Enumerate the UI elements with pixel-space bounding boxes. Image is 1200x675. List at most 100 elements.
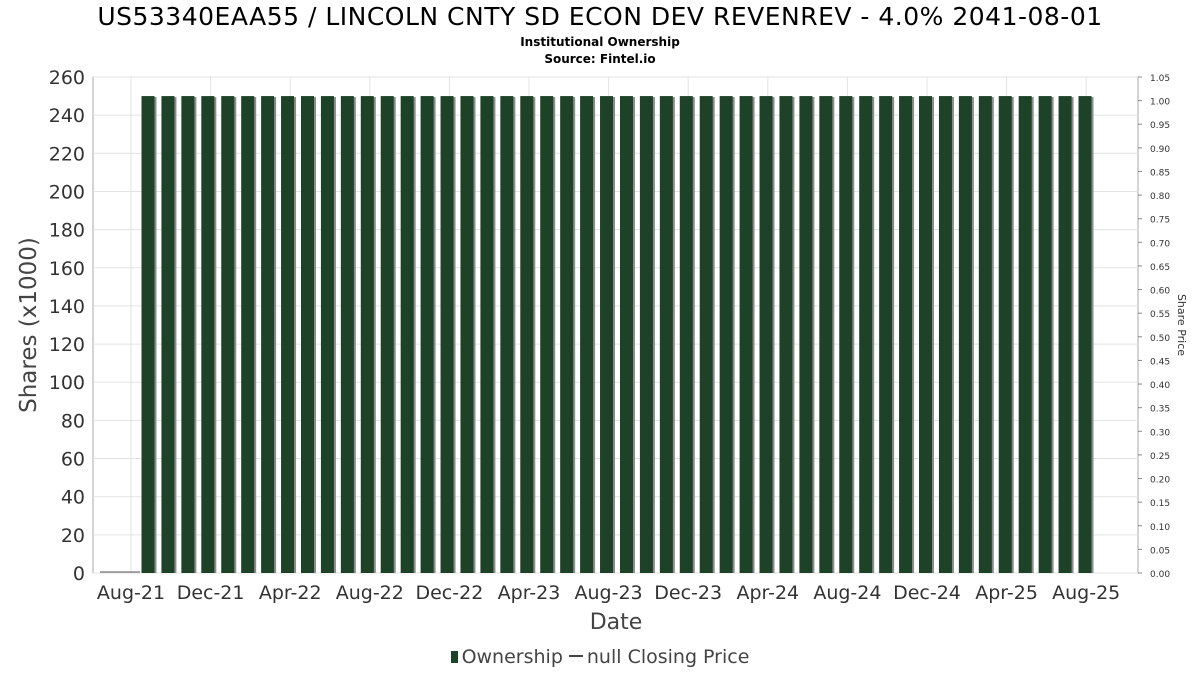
legend-ownership-label: Ownership xyxy=(461,646,563,668)
ownership-bar xyxy=(1018,96,1032,574)
ownership-bar xyxy=(480,96,494,574)
x-tick-label: Dec-24 xyxy=(893,582,961,604)
ownership-bar xyxy=(799,96,813,574)
y-tick-label: 240 xyxy=(49,105,85,127)
ownership-bar xyxy=(340,96,354,574)
y2-tick-label: 0.50 xyxy=(1150,334,1170,344)
ownership-bar xyxy=(899,96,913,574)
ownership-bar xyxy=(580,96,594,574)
x-tick-label: Dec-23 xyxy=(654,582,722,604)
ownership-bar xyxy=(879,96,893,574)
x-tick-label: Aug-21 xyxy=(97,582,165,604)
x-tick-label: Apr-24 xyxy=(736,582,799,604)
ownership-bar xyxy=(320,96,334,574)
ownership-bar xyxy=(759,96,773,574)
ownership-bar xyxy=(261,96,275,574)
ownership-bar xyxy=(281,96,295,574)
y-tick-label: 140 xyxy=(49,296,85,318)
ownership-bar xyxy=(819,96,833,574)
y2-tick-label: 1.00 xyxy=(1150,98,1170,108)
ownership-bar xyxy=(540,96,554,574)
y-axis-title: Shares (x1000) xyxy=(16,237,42,413)
ownership-bar xyxy=(679,96,693,574)
ownership-bar xyxy=(1078,96,1092,574)
y2-tick-label: 0.30 xyxy=(1150,428,1170,438)
legend-closing-price-label: null Closing Price xyxy=(586,646,750,668)
y-tick-label: 80 xyxy=(61,410,85,432)
y-tick-label: 100 xyxy=(49,372,85,394)
x-tick-label: Dec-22 xyxy=(415,582,483,604)
chart-subtitle: Institutional Ownership xyxy=(520,35,680,49)
chart-title: US53340EAA55 / LINCOLN CNTY SD ECON DEV … xyxy=(97,2,1103,31)
ownership-bar xyxy=(1038,96,1052,574)
x-tick-label: Apr-25 xyxy=(975,582,1038,604)
x-tick-label: Apr-22 xyxy=(259,582,322,604)
x-tick-label: Aug-23 xyxy=(575,582,643,604)
ownership-bar xyxy=(719,96,733,574)
y2-tick-label: 0.35 xyxy=(1150,405,1170,415)
y2-tick-label: 0.40 xyxy=(1150,381,1170,391)
ownership-bar xyxy=(360,96,374,574)
ownership-legend-swatch xyxy=(450,651,458,663)
ownership-bar xyxy=(560,96,574,574)
closing-price-legend-swatch xyxy=(568,655,583,657)
ownership-bar xyxy=(201,96,215,574)
y2-tick-label: 0.25 xyxy=(1150,452,1170,462)
y2-tick-label: 0.75 xyxy=(1150,216,1170,226)
x-tick-label: Aug-24 xyxy=(813,582,881,604)
ownership-bar xyxy=(859,96,873,574)
y-tick-label: 220 xyxy=(49,143,85,165)
y-tick-label: 20 xyxy=(61,525,85,547)
chart-legend: Ownership null Closing Price xyxy=(0,646,1200,668)
ownership-bar xyxy=(998,96,1012,574)
ownership-bar xyxy=(978,96,992,574)
ownership-bar xyxy=(958,96,972,574)
y2-axis-title: Share Price xyxy=(1175,294,1188,356)
ownership-bar xyxy=(420,96,434,574)
y2-tick-label: 0.65 xyxy=(1150,263,1170,273)
ownership-bar xyxy=(739,96,753,574)
y2-tick-label: 0.05 xyxy=(1150,546,1170,556)
ownership-bar xyxy=(181,96,195,574)
x-tick-label: Dec-21 xyxy=(177,582,245,604)
ownership-bar xyxy=(460,96,474,574)
ownership-bar xyxy=(500,96,514,574)
ownership-bar xyxy=(400,96,414,574)
ownership-bar xyxy=(221,96,235,574)
ownership-bar xyxy=(938,96,952,574)
y2-tick-label: 0.45 xyxy=(1150,357,1170,367)
y2-tick-label: 0.80 xyxy=(1150,192,1170,202)
y2-tick-label: 0.20 xyxy=(1150,476,1170,486)
ownership-bar xyxy=(300,96,314,574)
ownership-bar xyxy=(141,96,155,574)
y2-tick-label: 0.15 xyxy=(1150,499,1170,509)
y2-tick-label: 0.90 xyxy=(1150,145,1170,155)
ownership-bar xyxy=(440,96,454,574)
chart-source: Source: Fintel.io xyxy=(544,52,656,66)
ownership-bar xyxy=(699,96,713,574)
y-tick-label: 160 xyxy=(49,258,85,280)
ownership-bar xyxy=(600,96,614,574)
ownership-bar xyxy=(241,96,255,574)
x-tick-label: Aug-22 xyxy=(336,582,404,604)
y-tick-label: 120 xyxy=(49,334,85,356)
y2-tick-label: 0.70 xyxy=(1150,239,1170,249)
ownership-bar xyxy=(659,96,673,574)
y2-tick-label: 0.85 xyxy=(1150,168,1170,178)
x-tick-label: Aug-25 xyxy=(1052,582,1120,604)
ownership-bar xyxy=(380,96,394,574)
y-tick-label: 200 xyxy=(49,181,85,203)
ownership-bar xyxy=(520,96,534,574)
y2-tick-label: 0.95 xyxy=(1150,121,1170,131)
ownership-bar xyxy=(161,96,175,574)
y2-tick-label: 0.55 xyxy=(1150,310,1170,320)
y2-tick-label: 1.05 xyxy=(1150,74,1170,84)
x-axis-title: Date xyxy=(590,610,643,635)
ownership-bar xyxy=(1058,96,1072,574)
ownership-bar xyxy=(919,96,933,574)
y-tick-label: 40 xyxy=(61,487,85,509)
y-tick-label: 180 xyxy=(49,220,85,242)
ownership-bar xyxy=(619,96,633,574)
y-tick-label: 260 xyxy=(49,67,85,89)
